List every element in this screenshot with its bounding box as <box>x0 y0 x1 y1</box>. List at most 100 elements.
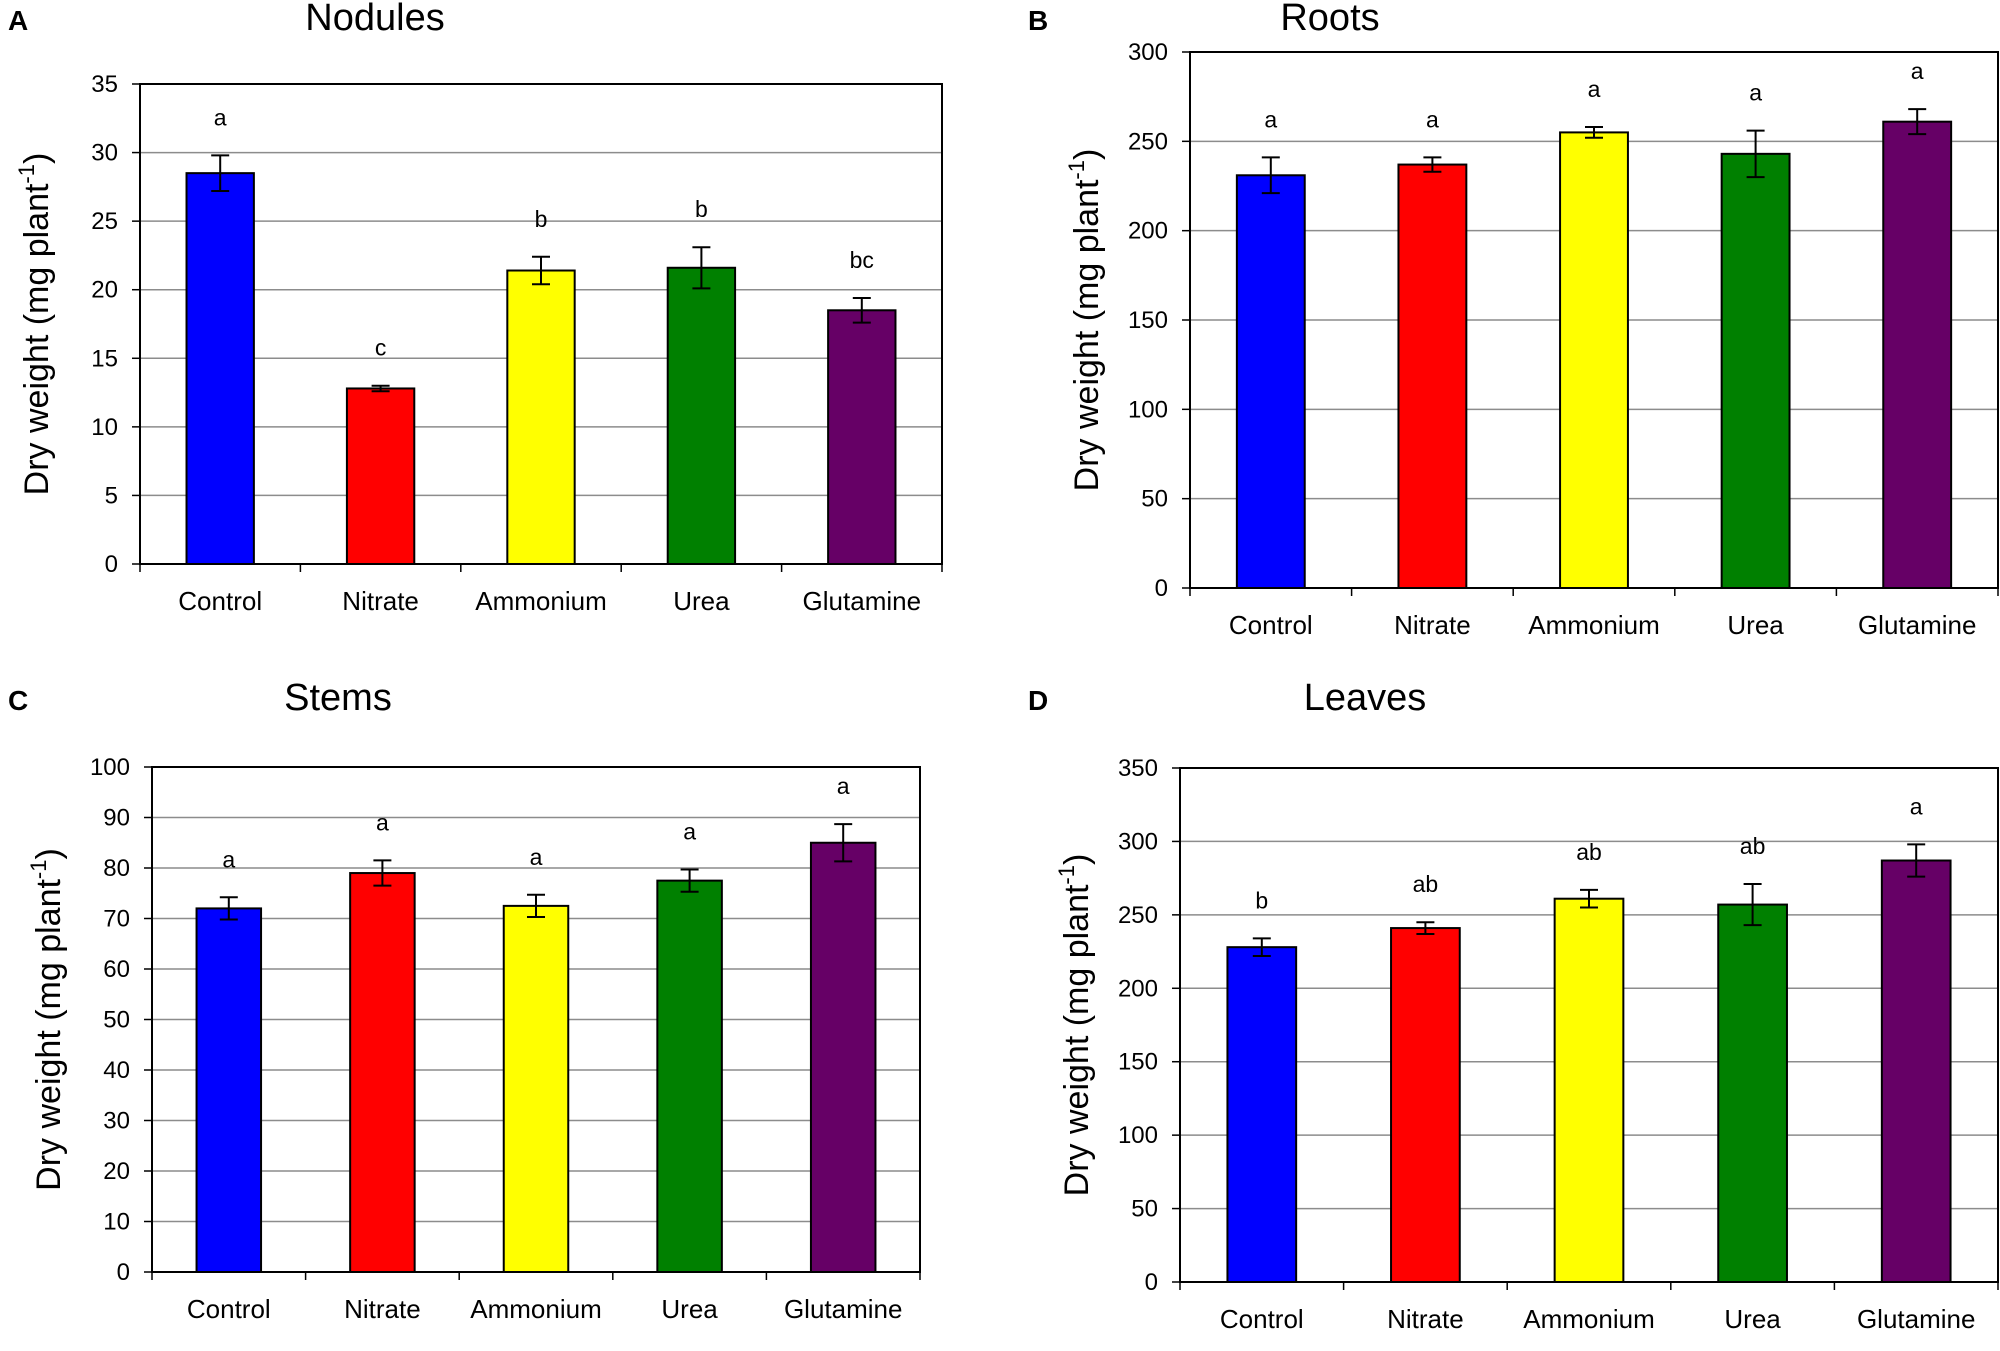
y-tick-label: 30 <box>103 1108 130 1135</box>
y-tick-label: 30 <box>91 140 118 167</box>
error-bar-urea <box>680 868 699 893</box>
bar-nitrate <box>349 872 416 1274</box>
error-bar-control <box>1252 937 1271 957</box>
category-label: Urea <box>673 586 730 616</box>
significance-label: a <box>1749 80 1762 106</box>
y-tick-label: 20 <box>103 1158 130 1185</box>
category-label: Urea <box>1724 1304 1781 1334</box>
significance-label: a <box>1588 76 1601 102</box>
significance-label: ab <box>1576 839 1602 865</box>
significance-label: a <box>837 773 850 799</box>
category-label: Ammonium <box>475 586 606 616</box>
y-tick-label: 25 <box>91 208 118 235</box>
y-tick-label: 80 <box>103 855 130 882</box>
y-tick-label: 10 <box>103 1209 130 1236</box>
error-bar-ammonium <box>532 255 550 286</box>
panel-a-nodules: A Nodules 0 5 10 15 20 25 30 35 Dry weight (mg pla… <box>0 0 1000 640</box>
significance-label: a <box>530 844 543 870</box>
y-axis-label: Dry weight (mg plant-1) <box>1064 149 1106 492</box>
y-tick-label: 100 <box>90 754 130 781</box>
category-label: Glutamine <box>1858 610 1977 640</box>
chart-title: Stems <box>284 677 392 719</box>
bar-control <box>1235 174 1306 589</box>
error-bar-ammonium <box>1580 888 1598 909</box>
category-label: Glutamine <box>1857 1304 1976 1334</box>
chart-svg: B Roots 0 50 100 150 200 250 300 Dry weight (mg p… <box>1028 0 1999 640</box>
panel-c-stems: C Stems 0 10 20 30 40 50 60 70 80 90 100 Dry weight (… <box>0 677 1000 1351</box>
y-axis-label-superscript: -1 <box>14 164 39 184</box>
y-tick-label: 50 <box>1141 486 1168 513</box>
bar-glutamine <box>809 841 877 1273</box>
category-label: Ammonium <box>1528 610 1659 640</box>
y-tick-label: 60 <box>103 956 130 983</box>
bar-ammonium <box>502 904 570 1273</box>
error-bar-glutamine <box>1908 108 1927 136</box>
error-bar-control <box>219 896 238 921</box>
category-label: Ammonium <box>470 1294 601 1324</box>
y-tick-label: 200 <box>1128 218 1168 245</box>
significance-label: ab <box>1740 833 1766 859</box>
error-bar-glutamine <box>1907 843 1926 878</box>
y-tick-label: 0 <box>117 1259 130 1286</box>
bar-nitrate <box>1390 927 1461 1283</box>
y-tick-label: 100 <box>1128 396 1168 423</box>
y-tick-label: 350 <box>1118 755 1158 782</box>
y-tick-label: 70 <box>103 906 130 933</box>
significance-label: a <box>1910 793 1923 819</box>
significance-label: bc <box>850 247 874 273</box>
significance-label: b <box>535 206 548 232</box>
significance-label: c <box>375 335 387 361</box>
chart-title: Nodules <box>305 0 444 39</box>
significance-label: a <box>1911 58 1924 84</box>
y-tick-label: 15 <box>91 345 118 372</box>
error-bar-glutamine <box>852 296 871 324</box>
significance-label: ab <box>1413 871 1439 897</box>
y-axis-label-text: Dry weight (mg plant <box>1058 884 1096 1196</box>
bar-ammonium <box>1553 897 1625 1283</box>
y-axis-label-text: Dry weight (mg plant <box>30 879 68 1191</box>
y-axis-label-superscript: -1 <box>1054 865 1079 885</box>
bar-nitrate <box>1397 163 1468 589</box>
category-label: Urea <box>661 1294 718 1324</box>
bar-glutamine <box>1880 859 1952 1284</box>
y-tick-label: 40 <box>103 1057 130 1084</box>
y-tick-label: 0 <box>1155 575 1168 602</box>
y-tick-label: 100 <box>1118 1122 1158 1149</box>
bar-glutamine <box>827 309 897 565</box>
panel-letter: C <box>8 685 28 716</box>
y-axis-label-superscript: -1 <box>26 859 51 879</box>
category-label: Urea <box>1727 610 1784 640</box>
panel-b-roots: B Roots 0 50 100 150 200 250 300 Dry weight (mg p… <box>1000 0 2000 660</box>
y-axis-label-close: ) <box>1058 854 1096 865</box>
chart-title: Leaves <box>1304 677 1427 719</box>
significance-label: a <box>376 809 389 835</box>
category-label: Control <box>178 586 262 616</box>
error-bar-urea <box>1746 129 1765 179</box>
category-label: Glutamine <box>784 1294 903 1324</box>
chart-title: Roots <box>1280 0 1379 39</box>
y-tick-label: 20 <box>91 277 118 304</box>
y-tick-label: 50 <box>103 1007 130 1034</box>
error-bar-urea <box>692 246 711 290</box>
bar-urea <box>656 879 723 1273</box>
y-axis-label-close: ) <box>18 153 56 164</box>
significance-label: b <box>1255 887 1268 913</box>
bar-ammonium <box>506 269 576 565</box>
chart-svg: D Leaves 0 50 100 150 200 250 300 350 Dry weight (… <box>1028 677 1999 1334</box>
panel-letter: A <box>8 5 28 36</box>
bar-control <box>185 172 255 565</box>
bar-urea <box>1720 152 1791 589</box>
y-tick-label: 5 <box>105 482 118 509</box>
significance-label: a <box>683 819 696 845</box>
bar-control <box>1226 946 1298 1283</box>
y-tick-label: 0 <box>105 551 118 578</box>
y-axis-label-close: ) <box>1068 149 1106 160</box>
category-label: Nitrate <box>1394 610 1471 640</box>
panel-d-leaves: D Leaves 0 50 100 150 200 250 300 350 Dry weight (… <box>1000 677 2000 1351</box>
error-bar-nitrate <box>1423 156 1442 173</box>
category-label: Glutamine <box>803 586 922 616</box>
y-tick-label: 35 <box>91 71 118 98</box>
category-label: Control <box>1229 610 1313 640</box>
y-axis-label: Dry weight (mg plant-1) <box>1054 854 1096 1197</box>
